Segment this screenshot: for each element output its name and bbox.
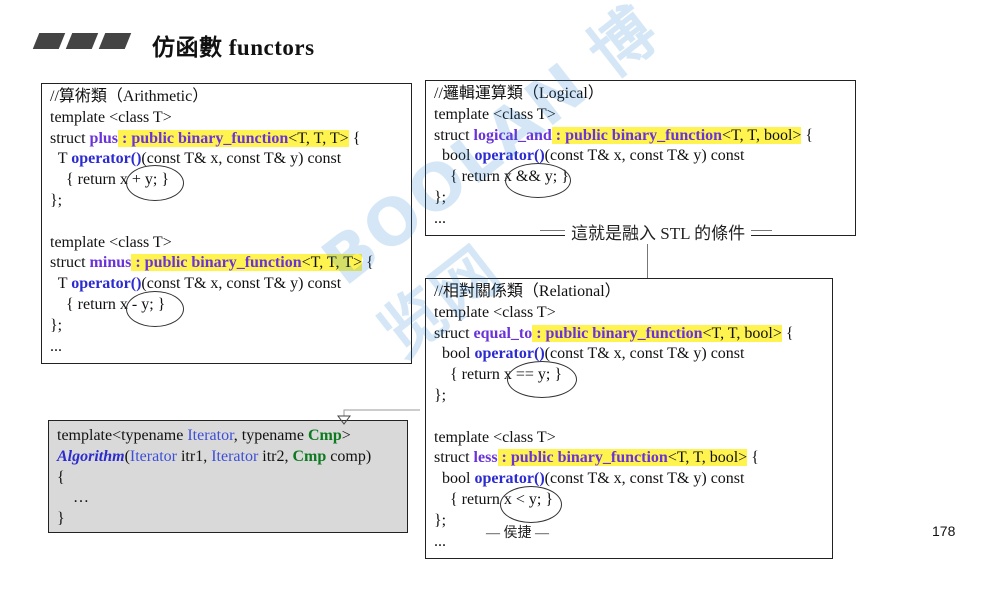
logical-close: }; <box>434 188 447 206</box>
author-note: — 侯捷 — <box>486 526 549 541</box>
plus-template: template <class T> <box>50 108 172 126</box>
equal-to-operator-line: bool operator()(const T& x, const T& y) … <box>434 345 745 363</box>
cmp-connector <box>337 409 420 425</box>
logical-ellipsis: ... <box>434 209 446 227</box>
logical-struct-line: struct logical_and : public binary_funct… <box>434 126 814 144</box>
plus-close: }; <box>50 191 63 209</box>
algorithm-open: { <box>57 468 65 486</box>
relational-ellipsis: ... <box>434 532 446 550</box>
less-name: less <box>473 449 498 467</box>
equal-to-base: : public binary_function<T, T, bool> <box>532 324 782 342</box>
plus-operator: operator() <box>71 150 142 168</box>
logical-body: { return x && y; } <box>434 168 569 186</box>
algorithm-body: … <box>57 489 89 507</box>
minus-close: }; <box>50 316 63 334</box>
arithmetic-comment: //算術類（Arithmetic） <box>50 88 209 105</box>
equal-to-close: }; <box>434 386 447 404</box>
relational-box: //相對關係類（Relational） template <class T> s… <box>425 278 833 559</box>
plus-operator-line: T operator()(const T& x, const T& y) con… <box>50 150 342 168</box>
iterator-type: Iterator <box>187 427 234 444</box>
minus-template: template <class T> <box>50 233 172 251</box>
minus-operator: operator() <box>71 275 142 293</box>
less-close: }; <box>434 511 447 529</box>
stl-condition-callout: 這就是融入 STL 的條件 <box>565 219 752 244</box>
logical-base: : public binary_function<T, T, bool> <box>551 126 802 144</box>
minus-operator-line: T operator()(const T& x, const T& y) con… <box>50 275 342 293</box>
less-base: : public binary_function<T, T, bool> <box>497 449 748 467</box>
arithmetic-ellipsis: ... <box>50 337 62 355</box>
relational-comment: //相對關係類（Relational） <box>434 283 621 300</box>
less-struct-line: struct less : public binary_function<T, … <box>434 449 759 467</box>
logical-operator: operator() <box>474 147 545 165</box>
logical-comment: //邏輯運算類（Logical） <box>434 85 604 102</box>
equal-to-operator: operator() <box>474 345 545 363</box>
algorithm-close: } <box>57 510 65 528</box>
equal-to-template: template <class T> <box>434 303 556 321</box>
plus-struct-line: struct plus : public binary_function<T, … <box>50 129 361 147</box>
algorithm-template-line: template<typename Iterator, typename Cmp… <box>57 427 351 444</box>
equal-to-struct-line: struct equal_to : public binary_function… <box>434 324 794 342</box>
less-template: template <class T> <box>434 428 556 446</box>
algorithm-signature-line: Algorithm(Iterator itr1, Iterator itr2, … <box>57 447 372 465</box>
plus-body: { return x + y; } <box>50 171 170 189</box>
equal-to-body: { return x == y; } <box>434 366 563 384</box>
section-bars <box>32 33 132 49</box>
logical-template: template <class T> <box>434 105 556 123</box>
algorithm-name: Algorithm <box>57 447 125 465</box>
page-title: 仿函數 functors <box>152 35 315 60</box>
plus-base: : public binary_function<T, T, T> <box>118 129 349 147</box>
minus-name: minus <box>89 254 132 272</box>
algorithm-box: template<typename Iterator, typename Cmp… <box>48 420 408 533</box>
page-number: 178 <box>932 523 956 539</box>
cmp-type: Cmp <box>307 427 342 444</box>
less-body: { return x < y; } <box>434 490 554 508</box>
logical-operator-line: bool operator()(const T& x, const T& y) … <box>434 147 745 165</box>
less-operator: operator() <box>474 470 545 488</box>
plus-name: plus <box>89 129 119 147</box>
arithmetic-box: //算術類（Arithmetic） template <class T> str… <box>41 83 412 364</box>
callout-connector <box>647 231 649 279</box>
less-operator-line: bool operator()(const T& x, const T& y) … <box>434 470 745 488</box>
logical-box: //邏輯運算類（Logical） template <class T> stru… <box>425 80 856 236</box>
minus-body: { return x - y; } <box>50 295 166 313</box>
minus-base: : public binary_function<T, T, T> <box>131 254 363 272</box>
logical-and-name: logical_and <box>473 126 552 144</box>
equal-to-name: equal_to <box>473 324 533 342</box>
minus-struct-line: struct minus : public binary_function<T,… <box>50 254 374 272</box>
